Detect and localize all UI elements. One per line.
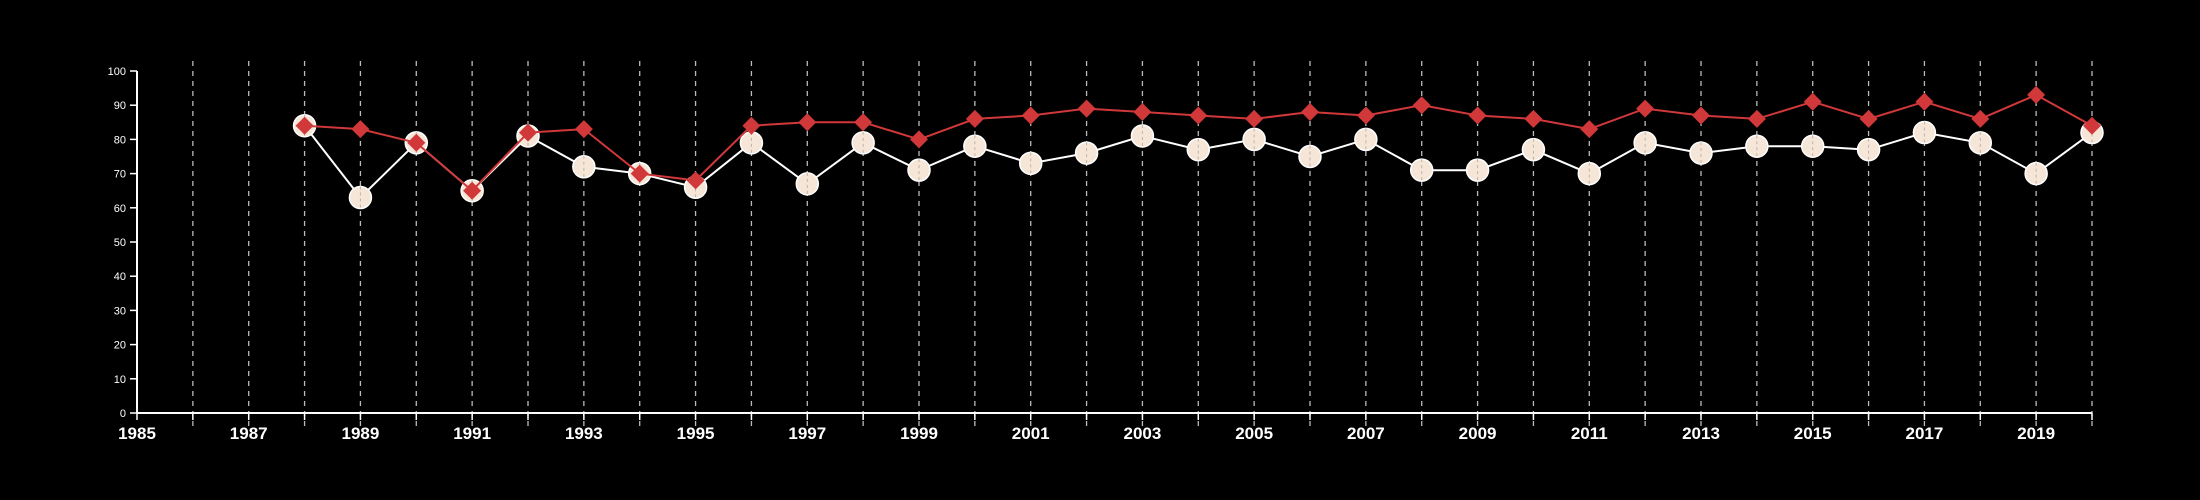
- diamond-marker: [1859, 109, 1878, 128]
- diamond-marker: [1189, 106, 1208, 125]
- diamond-marker: [798, 113, 817, 132]
- diamond-marker: [630, 164, 649, 183]
- diamond-marker: [910, 130, 928, 149]
- diamond-marker: [1468, 106, 1487, 125]
- diamond-marker: [1580, 120, 1599, 139]
- diamond-marker: [463, 181, 482, 200]
- x-tick-label: 1999: [900, 424, 938, 443]
- diamond-marker: [1803, 92, 1822, 111]
- diamond-marker: [574, 120, 593, 139]
- diamond-marker: [2083, 116, 2101, 135]
- y-tick-label: 100: [108, 66, 126, 78]
- diamond-marker: [965, 109, 984, 128]
- diamond-marker: [407, 133, 426, 152]
- x-tick-label: 2015: [1794, 424, 1832, 443]
- diamond-marker: [1021, 106, 1040, 125]
- diamond-marker: [1356, 106, 1375, 125]
- diamond-marker: [519, 123, 537, 142]
- x-tick-label: 1993: [565, 424, 603, 443]
- x-tick-label: 1991: [453, 424, 491, 443]
- y-tick-label: 50: [114, 237, 126, 249]
- x-tick-label: 2001: [1012, 424, 1050, 443]
- y-tick-label: 60: [114, 203, 126, 215]
- diamond-marker: [1692, 106, 1710, 125]
- diamond-marker: [1412, 96, 1431, 115]
- y-tick-label: 40: [114, 271, 126, 283]
- axes: 0 10 20 30 40 50 60 70 80 90 100 1985 1987 1989 1991 19…: [108, 66, 2093, 443]
- x-tick-label: 1987: [230, 424, 268, 443]
- diamond-marker: [351, 120, 370, 139]
- y-tick-label: 70: [114, 169, 126, 181]
- diamond-marker: [2027, 85, 2046, 104]
- diamond-marker: [1524, 109, 1543, 128]
- x-tick-label: 2005: [1235, 424, 1273, 443]
- y-tick-label: 10: [114, 374, 126, 386]
- y-tick-label: 20: [114, 340, 126, 352]
- x-tick-label: 2007: [1347, 424, 1385, 443]
- diamond-marker: [742, 116, 761, 135]
- x-tick-label: 1985: [118, 424, 156, 443]
- x-tick-label: 2017: [1906, 424, 1944, 443]
- circle-marker: [1130, 124, 1155, 148]
- y-tick-label: 0: [120, 408, 126, 420]
- diamond-marker: [1971, 109, 1990, 128]
- diamond-marker: [295, 116, 314, 135]
- y-tick-label: 30: [114, 305, 126, 317]
- diamond-marker: [1636, 99, 1655, 118]
- diamond-marker: [1747, 109, 1766, 128]
- x-tick-label: 1995: [677, 424, 715, 443]
- diamond-marker: [1245, 109, 1264, 128]
- x-tick-label: 2019: [2017, 424, 2055, 443]
- diamond-marker: [1301, 103, 1319, 121]
- y-tick-label: 80: [114, 134, 126, 146]
- x-tick-label: 2009: [1459, 424, 1497, 443]
- x-tick-label: 2011: [1571, 424, 1608, 443]
- diamond-marker: [1077, 99, 1096, 118]
- x-tick-label: 1997: [788, 424, 826, 443]
- x-tick-label: 1989: [342, 424, 380, 443]
- x-tick-label: 2013: [1682, 424, 1720, 443]
- x-tick-label: 2003: [1124, 424, 1162, 443]
- y-tick-label: 90: [114, 100, 126, 112]
- diamond-marker: [854, 113, 873, 132]
- series-layer: [292, 85, 2104, 210]
- diamond-marker: [1915, 92, 1934, 111]
- diamond-marker: [1133, 103, 1152, 121]
- diamond-marker: [686, 171, 705, 190]
